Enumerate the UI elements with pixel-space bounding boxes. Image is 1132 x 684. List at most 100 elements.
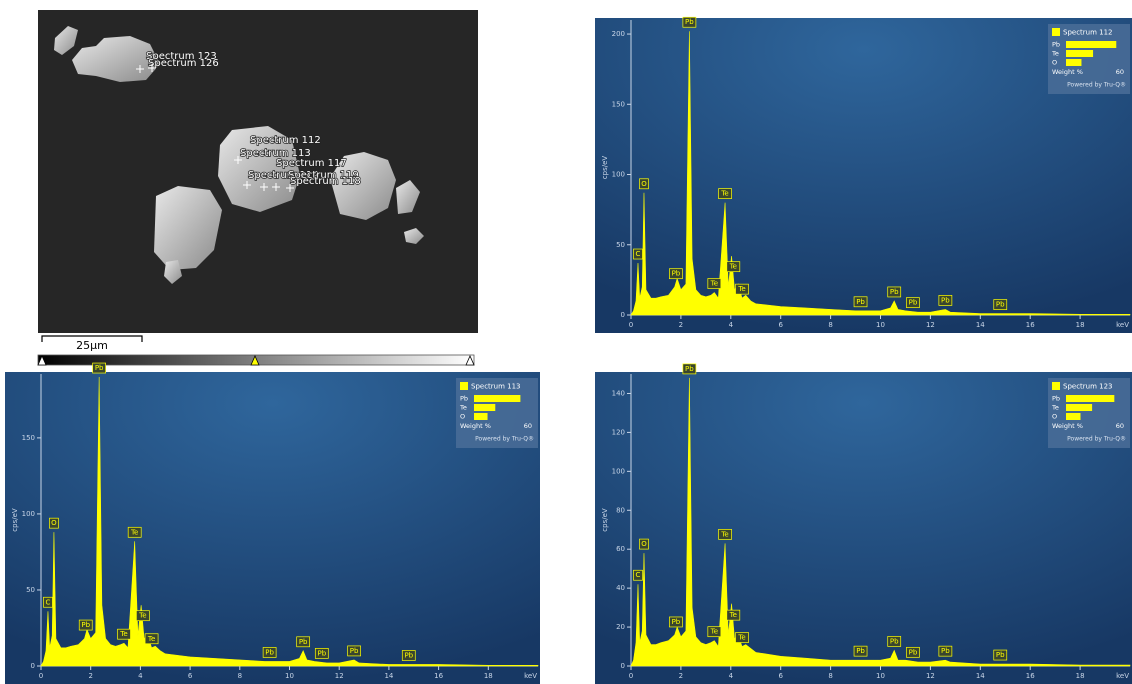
legend-swatch: [1052, 28, 1060, 36]
composition-label: Te: [1051, 50, 1059, 58]
y-tick-label: 200: [612, 30, 625, 38]
peak-label: Pb: [941, 647, 950, 655]
peak-label: Te: [737, 634, 745, 642]
peak-label: Pb: [81, 621, 90, 629]
x-tick-label: 6: [778, 672, 783, 680]
y-tick-label: 20: [616, 623, 625, 631]
y-tick-label: 100: [22, 510, 35, 518]
peak-label: Pb: [404, 651, 413, 659]
composition-label: O: [460, 413, 465, 421]
legend-footer: Powered by Tru-Q®: [1067, 436, 1126, 443]
peak-label: Pb: [672, 270, 681, 278]
y-tick-label: 40: [616, 584, 625, 592]
x-tick-label: 10: [285, 672, 294, 680]
x-tick-label: 0: [629, 321, 633, 329]
y-tick-label: 0: [621, 311, 625, 319]
composition-bar: [1066, 404, 1092, 411]
composition-bar: [1066, 395, 1114, 402]
composition-bar: [474, 395, 520, 402]
composition-bar: [474, 413, 488, 420]
x-tick-label: 18: [1076, 321, 1085, 329]
composition-axis-label: Weight %: [1052, 422, 1083, 430]
composition-label: Pb: [1052, 395, 1060, 403]
spectrum-panel: 050100150200024681012141618keVcps/eVCOPb…: [595, 17, 1132, 333]
peak-label: Pb: [909, 299, 918, 307]
x-tick-label: 8: [828, 672, 832, 680]
composition-label: O: [1052, 59, 1057, 67]
legend-footer: Powered by Tru-Q®: [475, 436, 534, 443]
spectrum-label: Spectrum 126: [148, 58, 219, 69]
peak-label: C: [46, 598, 51, 606]
x-axis-label: keV: [1116, 672, 1129, 680]
peak-label: Te: [710, 280, 718, 288]
legend-swatch: [1052, 382, 1060, 390]
x-tick-label: 10: [876, 321, 885, 329]
composition-bar: [474, 404, 495, 411]
legend-title: Spectrum 113: [471, 383, 521, 391]
legend-swatch: [460, 382, 468, 390]
composition-bar: [1066, 59, 1081, 66]
y-tick-label: 60: [616, 545, 625, 553]
x-tick-label: 8: [238, 672, 242, 680]
peak-label: Pb: [317, 649, 326, 657]
x-tick-label: 12: [335, 672, 344, 680]
y-axis-label: cps/eV: [601, 508, 609, 532]
y-tick-label: 0: [621, 662, 625, 670]
peak-label: Pb: [890, 288, 899, 296]
composition-axis-label: Weight %: [460, 422, 491, 430]
x-tick-label: 18: [484, 672, 493, 680]
x-tick-label: 14: [976, 672, 985, 680]
peak-label: Te: [720, 530, 728, 538]
composition-label: Pb: [1052, 41, 1060, 49]
peak-label: Pb: [95, 364, 104, 372]
x-tick-label: 16: [1026, 321, 1035, 329]
peak-label: Pb: [685, 18, 694, 26]
peak-label: Pb: [350, 647, 359, 655]
peak-label: Pb: [299, 638, 308, 646]
x-tick-label: 12: [926, 321, 935, 329]
x-tick-label: 2: [88, 672, 92, 680]
x-tick-label: 4: [729, 672, 734, 680]
y-axis-label: cps/eV: [11, 508, 19, 532]
x-tick-label: 14: [384, 672, 393, 680]
peak-label: Pb: [890, 637, 899, 645]
peak-label: Pb: [996, 301, 1005, 309]
x-axis-label: keV: [1116, 321, 1129, 329]
y-tick-label: 150: [612, 100, 625, 108]
peak-label: Te: [729, 263, 737, 271]
x-tick-label: 6: [188, 672, 193, 680]
peak-label: Pb: [685, 365, 694, 373]
peak-label: Te: [147, 635, 155, 643]
y-tick-label: 120: [612, 428, 625, 436]
spectrum-panel: 050100150024681012141618keVcps/eVCOPbPbT…: [5, 363, 540, 684]
composition-bar: [1066, 41, 1116, 48]
x-tick-label: 6: [778, 321, 783, 329]
x-tick-label: 4: [729, 321, 734, 329]
peak-label: Pb: [265, 648, 274, 656]
peak-label: Te: [737, 285, 745, 293]
composition-bar: [1066, 50, 1093, 57]
peak-label: Te: [720, 190, 728, 198]
legend-footer: Powered by Tru-Q®: [1067, 82, 1126, 89]
composition-bar: [1066, 413, 1081, 420]
x-tick-label: 0: [39, 672, 43, 680]
peak-label: O: [641, 540, 647, 548]
composition-tick-label: 60: [1116, 68, 1124, 76]
x-tick-label: 18: [1076, 672, 1085, 680]
peak-label: Pb: [856, 298, 865, 306]
peak-label: Te: [138, 612, 146, 620]
composition-label: O: [1052, 413, 1057, 421]
x-tick-label: 2: [679, 672, 683, 680]
page: Spectrum 123 Spectrum 126 Spectrum 112 S…: [0, 0, 1132, 684]
y-tick-label: 100: [612, 171, 625, 179]
x-tick-label: 0: [629, 672, 633, 680]
sem-image: Spectrum 123 Spectrum 126 Spectrum 112 S…: [38, 10, 478, 333]
y-tick-label: 50: [616, 241, 625, 249]
y-tick-label: 140: [612, 389, 625, 397]
spectrum-label: Spectrum 118: [290, 176, 361, 187]
scale-bar: 25µm: [42, 336, 142, 352]
x-tick-label: 14: [976, 321, 985, 329]
x-tick-label: 8: [828, 321, 832, 329]
peak-label: Pb: [941, 296, 950, 304]
composition-label: Te: [459, 404, 467, 412]
